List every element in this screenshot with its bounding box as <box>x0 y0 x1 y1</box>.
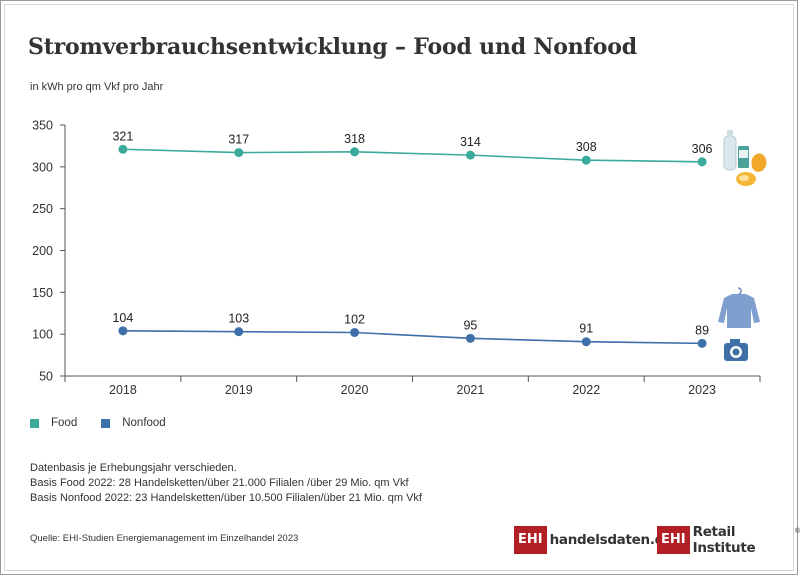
chart-title: Stromverbrauchsentwicklung – Food und No… <box>28 34 637 60</box>
data-point <box>581 155 591 165</box>
y-tick-label: 50 <box>39 370 53 384</box>
y-tick-label: 250 <box>32 202 53 216</box>
ehi-logo-box: EHI <box>657 526 690 554</box>
x-tick-label: 2023 <box>688 383 716 397</box>
data-label: 308 <box>576 140 597 154</box>
note-line: Basis Food 2022: 28 Handelsketten/über 2… <box>30 477 409 489</box>
clothing-camera-icon <box>718 287 760 361</box>
x-tick-label: 2022 <box>572 383 600 397</box>
legend-label-food: Food <box>51 417 78 429</box>
chart-inner-frame <box>4 4 794 571</box>
data-point <box>234 327 244 337</box>
legend-swatch-nonfood <box>101 418 111 428</box>
data-point <box>350 147 360 157</box>
data-point <box>350 327 360 337</box>
data-label: 318 <box>344 132 365 146</box>
legend-label-nonfood: Nonfood <box>122 417 166 429</box>
y-tick-label: 200 <box>32 244 53 258</box>
icons-group <box>718 130 767 361</box>
data-label: 321 <box>112 129 133 143</box>
retail-institute-logo: EHI Retail Institute ® <box>657 524 800 556</box>
data-label: 306 <box>692 142 713 156</box>
data-label: 89 <box>695 323 709 337</box>
x-tick-label: 2021 <box>457 383 485 397</box>
axes: 50 100 150 200 250 300 350 2018 2019 2020 2021 2022… <box>32 119 761 397</box>
data-label: 91 <box>579 322 593 336</box>
x-tick-label: 2020 <box>341 383 369 397</box>
data-point <box>697 338 707 348</box>
legend: Food Nonfood <box>30 417 190 429</box>
data-point <box>118 326 128 336</box>
series-group: 321 317 318 314 308 306 104 103 102 95 91 89 <box>112 129 713 348</box>
legend-item-food: Food <box>30 417 77 429</box>
data-label: 317 <box>228 133 249 147</box>
data-point <box>697 157 707 167</box>
ehi-logo-box: EHI <box>514 526 547 554</box>
y-tick-label: 350 <box>32 119 53 133</box>
y-tick-label: 100 <box>32 328 53 342</box>
series-line-food <box>122 148 703 163</box>
retail-institute-logo-text: Retail Institute <box>692 524 756 556</box>
registered-mark: ® <box>794 528 800 535</box>
data-label: 95 <box>463 318 477 332</box>
data-point <box>465 150 475 160</box>
x-tick-label: 2019 <box>225 383 253 397</box>
handelsdaten-logo-text: handelsdaten.de <box>549 532 674 548</box>
legend-item-nonfood: Nonfood <box>101 417 166 429</box>
data-label: 103 <box>228 312 249 326</box>
y-tick-label: 300 <box>32 160 53 174</box>
data-label: 314 <box>460 135 481 149</box>
data-point <box>234 148 244 158</box>
groceries-icon <box>723 130 767 186</box>
series-line-nonfood <box>122 330 703 345</box>
note-line: Datenbasis je Erhebungsjahr verschieden. <box>30 462 237 474</box>
x-tick-label: 2018 <box>109 383 137 397</box>
legend-swatch-food <box>30 418 39 428</box>
source-note: Quelle: EHI-Studien Energiemanagement im… <box>30 533 299 544</box>
unit-label: in kWh pro qm Vkf pro Jahr <box>30 81 164 93</box>
note-line: Basis Nonfood 2022: 23 Handelsketten/übe… <box>30 492 422 504</box>
data-notes: Datenbasis je Erhebungsjahr verschieden.… <box>30 461 422 506</box>
data-label: 102 <box>344 312 365 326</box>
data-point <box>465 333 475 343</box>
data-point <box>581 337 591 347</box>
data-point <box>118 144 128 154</box>
data-label: 104 <box>112 311 133 325</box>
handelsdaten-logo: EHI handelsdaten.de <box>514 526 673 554</box>
y-tick-label: 150 <box>32 286 53 300</box>
